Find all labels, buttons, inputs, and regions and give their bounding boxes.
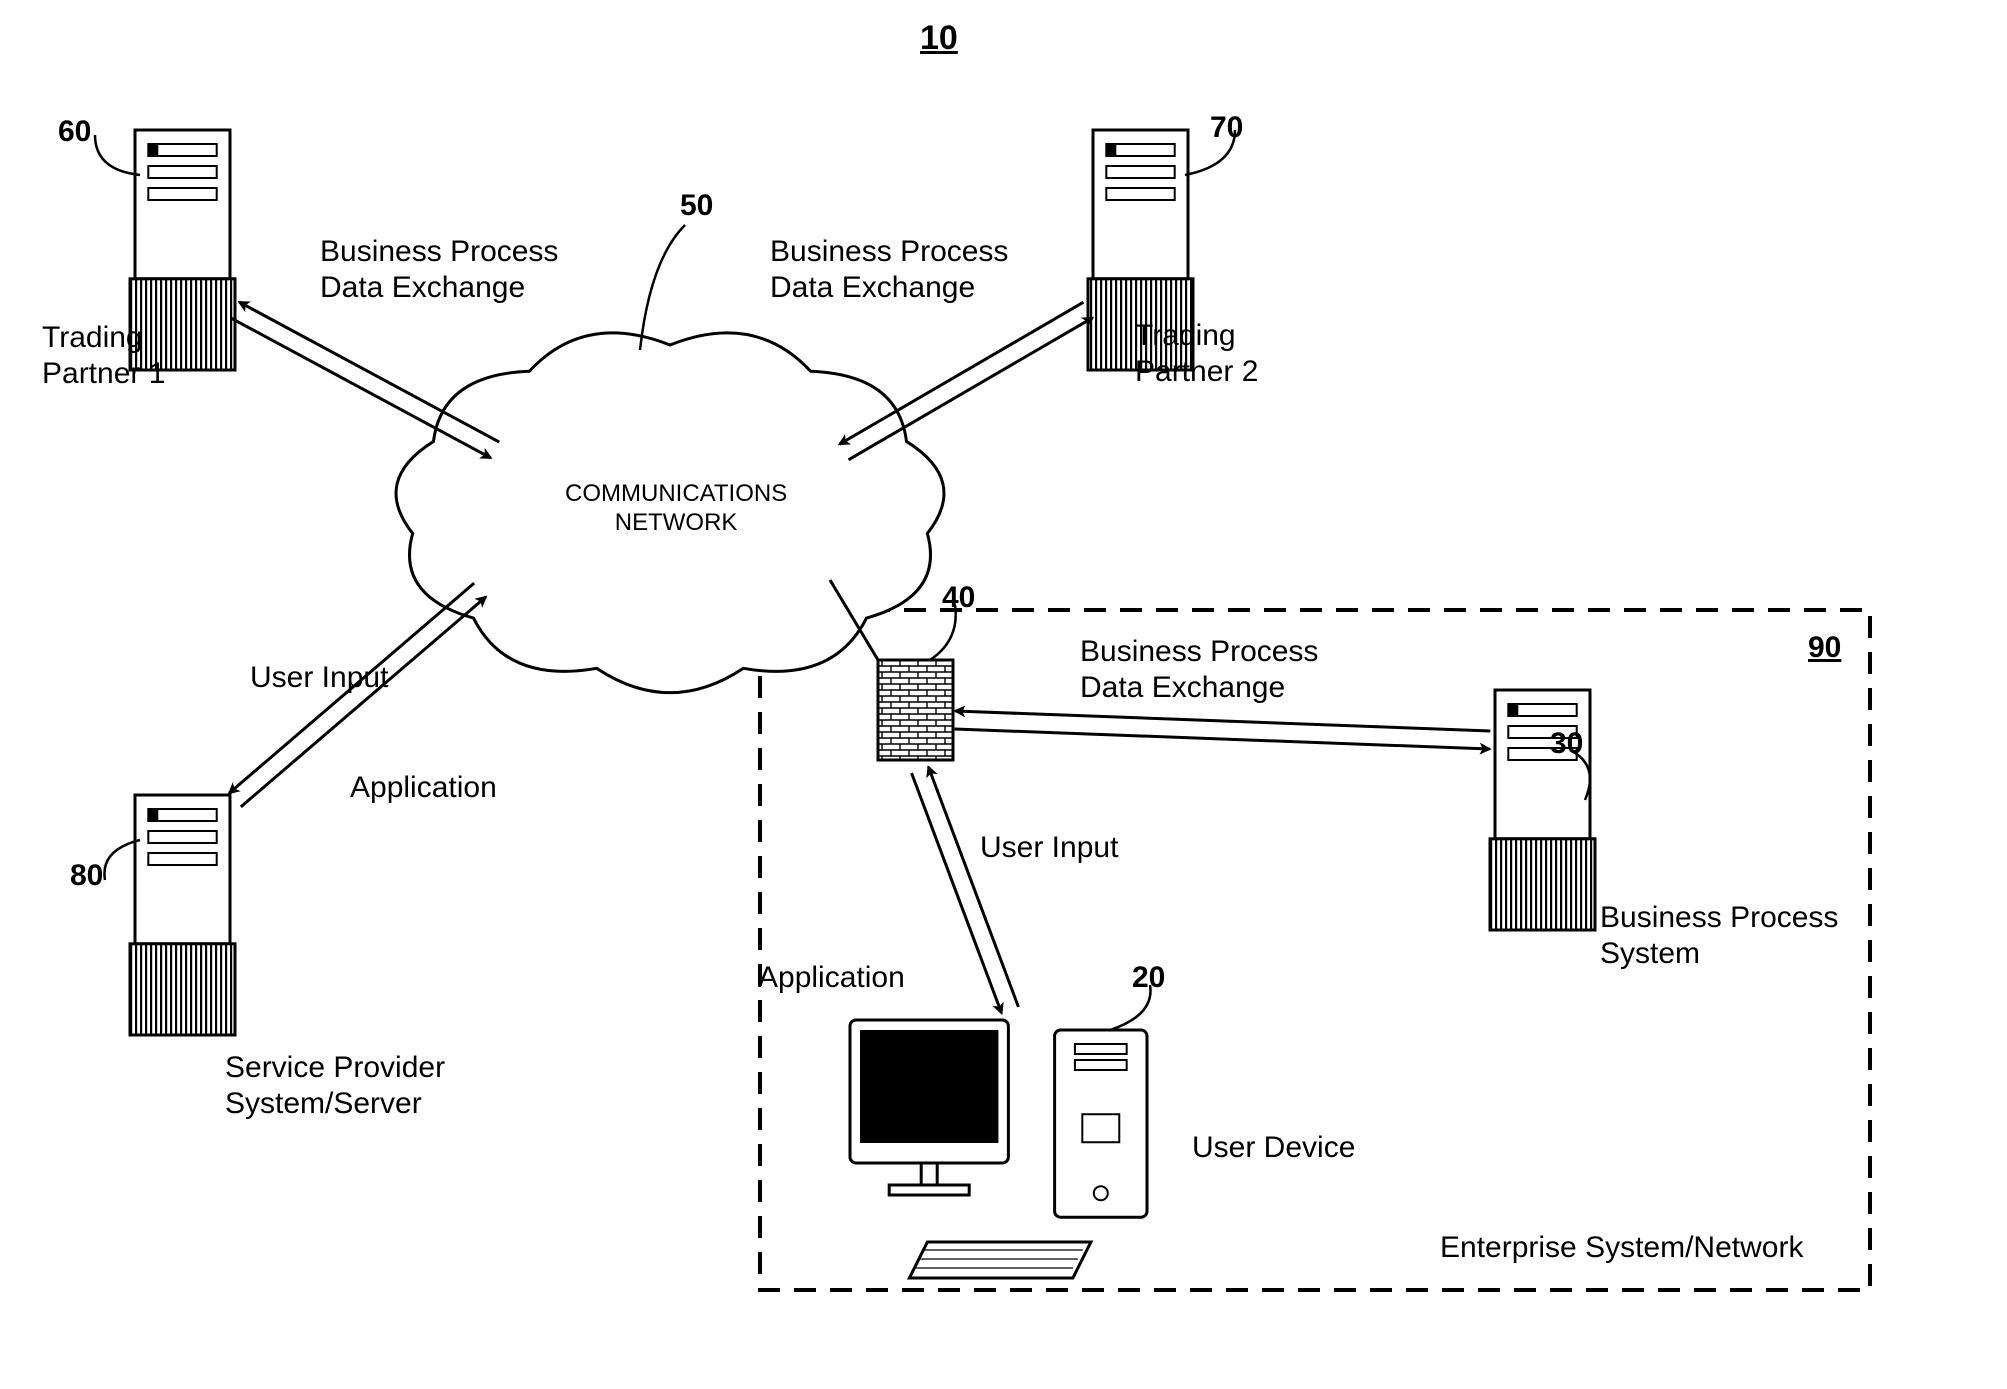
cloud-label: COMMUNICATIONS NETWORK: [565, 480, 787, 538]
application-right-label: Application: [758, 960, 905, 996]
firewall-icon: [878, 660, 953, 760]
bp-exchange-left-label: Business Process Data Exchange: [320, 234, 558, 306]
bp-exchange-right-label: Business Process Data Exchange: [770, 234, 1008, 306]
user-input-left-label: User Input: [250, 660, 388, 696]
enterprise-label: Enterprise System/Network: [1440, 1230, 1803, 1266]
figure-number: 10: [920, 18, 958, 59]
ref-20: 20: [1132, 960, 1165, 996]
ref-90: 90: [1808, 630, 1841, 666]
ref-30: 30: [1550, 726, 1583, 762]
diagram-canvas: 10 60 70 50 80 40 20 30 90 Trading Partn…: [0, 0, 2007, 1389]
server-icon: [130, 795, 235, 1035]
ref-40: 40: [942, 580, 975, 616]
trading-partner-1-label: Trading Partner 1: [42, 320, 165, 392]
business-process-system-label: Business Process System: [1600, 900, 1838, 972]
ref-80: 80: [70, 858, 103, 894]
user-device-label: User Device: [1192, 1130, 1355, 1166]
ref-60: 60: [58, 114, 91, 150]
service-provider-label: Service Provider System/Server: [225, 1050, 445, 1122]
trading-partner-2-label: Trading Partner 2: [1135, 318, 1258, 390]
user-input-right-label: User Input: [980, 830, 1118, 866]
application-left-label: Application: [350, 770, 497, 806]
ref-50: 50: [680, 188, 713, 224]
computer-icon: [850, 1020, 1147, 1278]
ref-70: 70: [1210, 110, 1243, 146]
bp-exchange-far-right-label: Business Process Data Exchange: [1080, 634, 1318, 706]
